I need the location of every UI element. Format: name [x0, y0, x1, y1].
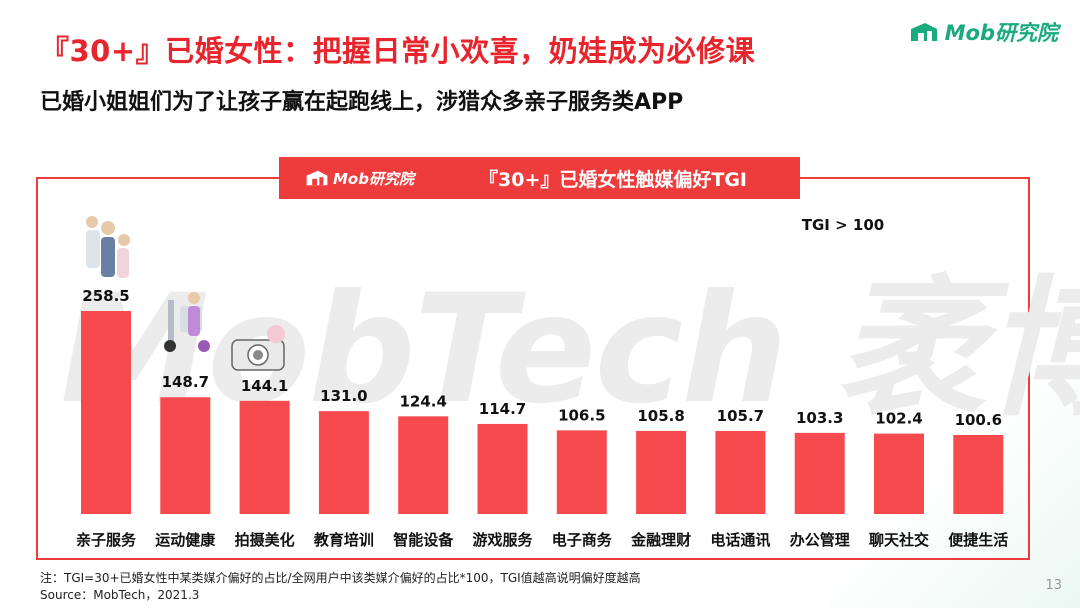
chart-title: 『30+』已婚女性触媒偏好TGI	[479, 168, 747, 191]
bar-4	[318, 411, 369, 514]
category-label-4: 教育培训	[313, 531, 374, 549]
bar-3	[239, 400, 290, 514]
category-label-8: 金融理财	[630, 531, 691, 549]
value-label-4: 131.0	[320, 387, 367, 405]
value-label-11: 102.4	[875, 410, 922, 428]
category-label-5: 智能设备	[393, 531, 454, 549]
bar-9	[715, 430, 766, 514]
mob-logo-icon	[910, 23, 937, 41]
category-label-11: 聊天社交	[869, 531, 929, 549]
bar-11	[874, 433, 924, 514]
category-labels-group: 亲子服务 运动健康 拍摄美化 教育培训 智能设备 游戏服务 电子商务 金融理财 电话通讯 办公管理…	[76, 531, 1008, 549]
camera-icon	[231, 325, 285, 371]
chart-header-logo-text: Mob研究院	[333, 169, 414, 188]
value-label-2: 148.7	[162, 373, 209, 391]
category-label-3: 拍摄美化	[235, 531, 295, 549]
bar-7	[556, 430, 607, 514]
value-labels-group: 258.5 148.7 144.1 131.0 124.4 114.7 106.5 105.8…	[82, 287, 1002, 429]
fitness-equipment-icon	[164, 292, 210, 352]
mob-logo-icon	[306, 170, 328, 186]
category-label-1: 亲子服务	[76, 531, 137, 549]
source-note: Source：MobTech，2021.3	[40, 588, 200, 602]
value-label-8: 105.8	[637, 407, 684, 425]
tgi-annotation: TGI > 100	[802, 216, 884, 234]
bar-8	[636, 430, 687, 514]
category-label-9: 电话通讯	[710, 531, 770, 549]
value-label-3: 144.1	[241, 377, 288, 395]
family-illustration-icon	[86, 216, 130, 278]
bar-10	[794, 432, 845, 514]
bar-5	[398, 416, 449, 514]
brand-logo-text: Mob研究院	[944, 21, 1058, 45]
value-label-7: 106.5	[558, 406, 605, 424]
tgi-note: 注：TGI=30+已婚女性中某类媒介偏好的占比/全网用户中该类媒介偏好的占比*1…	[40, 571, 641, 585]
bar-2	[160, 397, 211, 514]
page-number: 13	[1045, 578, 1062, 593]
value-label-5: 124.4	[399, 392, 446, 410]
category-label-12: 便捷生活	[948, 531, 1008, 549]
category-label-10: 办公管理	[790, 531, 850, 549]
value-label-1: 258.5	[82, 287, 129, 305]
page-subheadline: 已婚小姐姐们为了让孩子赢在起跑线上，涉猎众多亲子服务类APP	[40, 90, 684, 115]
bar-1	[81, 311, 131, 514]
value-label-6: 114.7	[479, 400, 526, 418]
value-label-10: 103.3	[796, 409, 843, 427]
chart-header: Mob研究院 『30+』已婚女性触媒偏好TGI	[279, 157, 800, 199]
bar-12	[953, 434, 1004, 514]
footnotes: 注：TGI=30+已婚女性中某类媒介偏好的占比/全网用户中该类媒介偏好的占比*1…	[40, 570, 641, 604]
chart-header-logo: Mob研究院	[305, 168, 414, 189]
brand-logo: Mob研究院	[909, 15, 1058, 49]
bar-6	[477, 423, 528, 514]
category-label-6: 游戏服务	[472, 531, 533, 549]
category-label-2: 运动健康	[155, 531, 216, 549]
page-headline: 『30+』已婚女性：把握日常小欢喜，奶娃成为必修课	[40, 34, 756, 68]
category-label-7: 电子商务	[552, 531, 613, 549]
value-label-12: 100.6	[955, 411, 1002, 429]
value-label-9: 105.7	[717, 407, 764, 425]
bars-group	[81, 311, 1004, 514]
